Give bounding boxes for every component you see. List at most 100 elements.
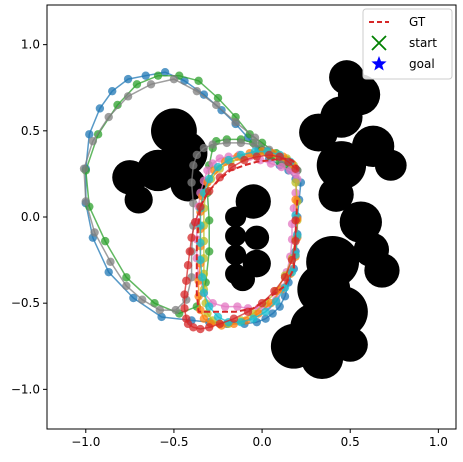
series-layer bbox=[79, 68, 306, 334]
data-point bbox=[236, 317, 246, 327]
data-point bbox=[122, 281, 131, 291]
obstacle bbox=[225, 225, 247, 247]
data-point bbox=[280, 283, 290, 292]
data-point bbox=[224, 155, 233, 165]
obstacle bbox=[235, 184, 271, 219]
x-tick-label: −0.5 bbox=[159, 435, 188, 449]
data-point bbox=[280, 292, 290, 301]
data-point bbox=[153, 71, 163, 80]
data-point bbox=[212, 100, 221, 110]
data-point bbox=[104, 112, 113, 122]
data-point bbox=[183, 261, 193, 270]
y-tick-label: 0.5 bbox=[21, 124, 40, 138]
obstacle bbox=[124, 185, 153, 214]
data-point bbox=[215, 319, 224, 329]
axis-ticks: −1.0 −0.5 0.0 0.5 1.0 −1.0 −0.5 0.0 0.5 1.0 bbox=[11, 38, 448, 449]
legend-label: GT bbox=[409, 15, 426, 29]
obstacle bbox=[225, 206, 247, 228]
data-point bbox=[291, 195, 300, 204]
x-tick-label: 0.0 bbox=[253, 435, 272, 449]
data-point bbox=[123, 92, 133, 101]
data-point bbox=[291, 164, 300, 173]
data-point bbox=[90, 228, 99, 237]
obstacle bbox=[225, 244, 247, 266]
x-tick-label: −1.0 bbox=[71, 435, 100, 449]
data-point bbox=[271, 297, 281, 306]
data-point bbox=[79, 164, 89, 173]
data-point bbox=[213, 93, 223, 103]
data-point bbox=[196, 324, 205, 334]
data-point bbox=[132, 80, 142, 89]
legend-goal-marker bbox=[371, 56, 387, 71]
data-point bbox=[204, 216, 214, 225]
data-point bbox=[194, 76, 203, 86]
data-point bbox=[169, 74, 179, 84]
data-point bbox=[208, 140, 217, 149]
data-point bbox=[192, 86, 202, 96]
data-point bbox=[199, 314, 209, 323]
data-point bbox=[204, 323, 214, 332]
data-point bbox=[264, 150, 274, 160]
data-point bbox=[280, 273, 290, 282]
data-point bbox=[215, 173, 224, 182]
data-point bbox=[204, 302, 214, 311]
data-point bbox=[261, 314, 270, 323]
legend-start-marker bbox=[371, 35, 387, 51]
y-tick-label: 1.0 bbox=[21, 38, 40, 52]
data-point bbox=[122, 273, 131, 282]
data-point bbox=[229, 314, 239, 323]
data-point bbox=[190, 217, 200, 227]
obstacle bbox=[244, 225, 270, 250]
legend-label: goal bbox=[409, 57, 435, 71]
data-point bbox=[213, 312, 223, 322]
data-point bbox=[199, 288, 209, 298]
data-point bbox=[249, 314, 258, 323]
data-point bbox=[250, 133, 260, 142]
data-point bbox=[197, 273, 207, 282]
data-point bbox=[189, 161, 198, 170]
data-point bbox=[222, 138, 232, 148]
data-point bbox=[199, 90, 209, 99]
data-point bbox=[106, 257, 115, 267]
data-point bbox=[277, 162, 286, 172]
data-point bbox=[261, 307, 270, 316]
obstacle bbox=[364, 253, 400, 288]
data-point bbox=[157, 312, 166, 322]
data-point bbox=[180, 290, 189, 299]
data-point bbox=[236, 138, 246, 148]
legend-label: start bbox=[409, 36, 437, 50]
x-tick-label: 0.5 bbox=[341, 435, 360, 449]
y-tick-label: −1.0 bbox=[11, 382, 40, 396]
data-point bbox=[185, 247, 194, 256]
data-point bbox=[220, 302, 230, 311]
data-point bbox=[196, 255, 205, 265]
data-point bbox=[187, 178, 196, 187]
data-point bbox=[180, 304, 189, 313]
x-tick-label: 1.0 bbox=[429, 435, 448, 449]
data-point bbox=[233, 302, 242, 311]
data-point bbox=[81, 197, 90, 206]
data-point bbox=[291, 178, 300, 187]
data-point bbox=[146, 80, 156, 89]
data-point bbox=[192, 150, 202, 160]
data-point bbox=[291, 188, 300, 198]
data-point bbox=[171, 305, 180, 315]
data-point bbox=[129, 293, 138, 303]
obstacles-layer bbox=[112, 60, 407, 380]
y-tick-label: 0.0 bbox=[21, 210, 40, 224]
y-tick-label: −0.5 bbox=[11, 296, 40, 310]
data-point bbox=[213, 162, 223, 172]
data-point bbox=[123, 74, 133, 84]
legend: GT start goal bbox=[362, 8, 453, 80]
obstacle bbox=[318, 177, 354, 212]
data-point bbox=[85, 130, 94, 139]
data-point bbox=[204, 174, 214, 184]
data-point bbox=[240, 155, 249, 165]
data-point bbox=[266, 159, 276, 168]
data-point bbox=[88, 136, 98, 146]
obstacle bbox=[300, 337, 344, 380]
data-point bbox=[252, 152, 261, 161]
data-point bbox=[189, 323, 198, 332]
data-point bbox=[137, 295, 147, 304]
